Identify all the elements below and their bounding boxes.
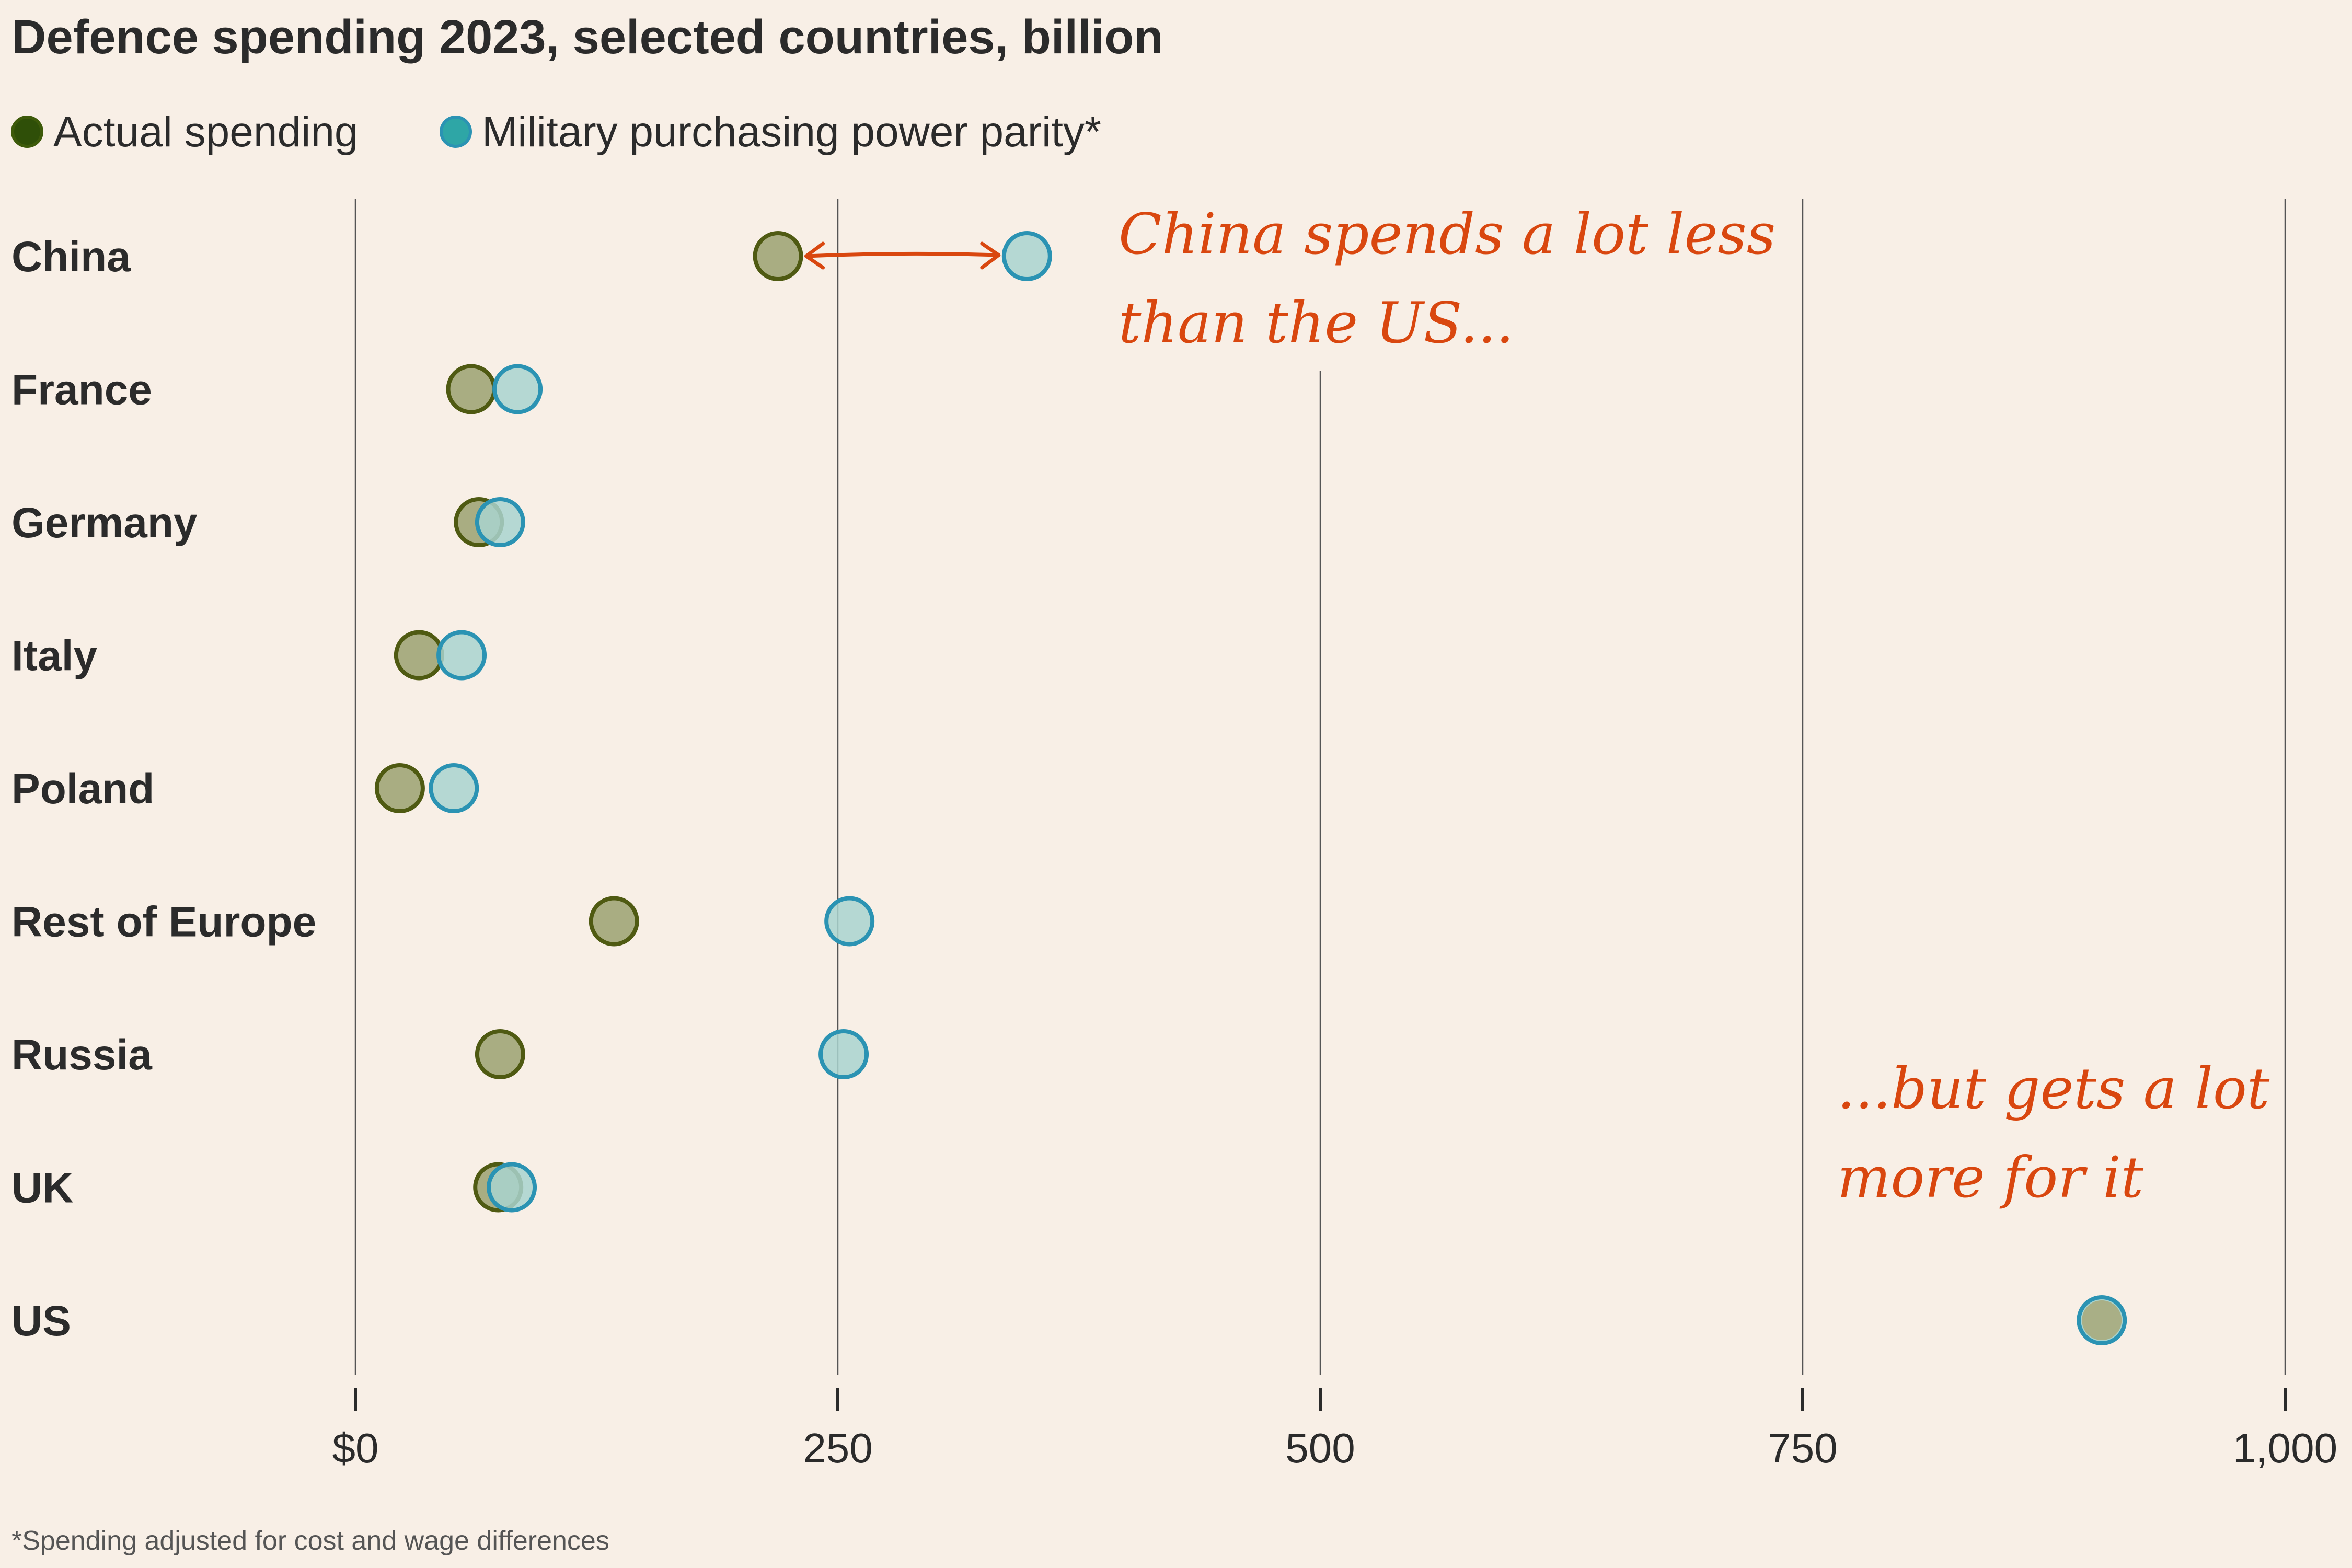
country-label: UK	[11, 1165, 73, 1212]
point-actual-italy	[394, 630, 444, 681]
point-mppp-rest-of-europe	[824, 896, 875, 947]
country-label: Rest of Europe	[11, 898, 316, 946]
point-actual-china	[753, 231, 803, 281]
country-label: France	[11, 366, 152, 414]
annotations: China spends a lot less than the US... .…	[1119, 202, 2270, 1210]
country-label: Poland	[11, 765, 154, 813]
country-labels: China France Germany Italy Poland Rest of Eur…	[11, 233, 316, 1345]
country-label: US	[11, 1297, 71, 1345]
point-actual-us	[2082, 1300, 2122, 1340]
x-tick-label: 250	[803, 1425, 872, 1471]
point-mppp-france	[492, 364, 543, 414]
us-annotation-line1: ...but gets a lot	[1837, 1056, 2270, 1122]
point-mppp-russia	[818, 1029, 869, 1079]
us-annotation-line2: more for it	[1837, 1145, 2144, 1210]
x-tick-label: $0	[332, 1425, 379, 1471]
point-actual-poland	[374, 763, 425, 813]
country-label: China	[11, 233, 131, 281]
data-points	[374, 231, 2127, 1345]
x-tick-label: 750	[1768, 1425, 1837, 1471]
point-actual-russia	[475, 1029, 525, 1079]
china-arrow	[804, 241, 1001, 270]
footnote: *Spending adjusted for cost and wage dif…	[11, 1526, 609, 1556]
point-mppp-italy	[436, 630, 487, 681]
china-annotation-line2: than the US...	[1119, 291, 1514, 356]
legend-actual-marker	[11, 116, 43, 148]
china-arrow-head-left	[804, 241, 825, 270]
china-arrow-shaft	[804, 251, 1001, 258]
x-axis: $0 250 500 750 1,000	[332, 1388, 2337, 1471]
china-arrow-head-right	[980, 241, 1001, 270]
point-mppp-china	[1001, 231, 1052, 281]
chart-title: Defence spending 2023, selected countrie…	[11, 10, 1163, 64]
country-label: Russia	[11, 1031, 153, 1079]
point-mppp-germany	[475, 497, 525, 547]
country-label: Germany	[11, 499, 198, 547]
point-actual-rest-of-europe	[589, 896, 639, 947]
x-tick-label: 500	[1285, 1425, 1355, 1471]
x-tick-label: 1,000	[2233, 1425, 2337, 1471]
point-mppp-uk	[487, 1162, 537, 1213]
china-annotation-line1: China spends a lot less	[1119, 202, 1775, 267]
point-actual-france	[446, 364, 497, 414]
legend-mppp-label: Military purchasing power parity*	[482, 108, 1101, 156]
point-mppp-poland	[429, 763, 479, 813]
legend: Actual spending Military purchasing powe…	[11, 108, 1101, 156]
country-label: Italy	[11, 632, 97, 680]
gridlines	[354, 199, 2286, 1375]
legend-mppp-marker	[440, 116, 472, 148]
legend-actual-label: Actual spending	[53, 108, 359, 156]
